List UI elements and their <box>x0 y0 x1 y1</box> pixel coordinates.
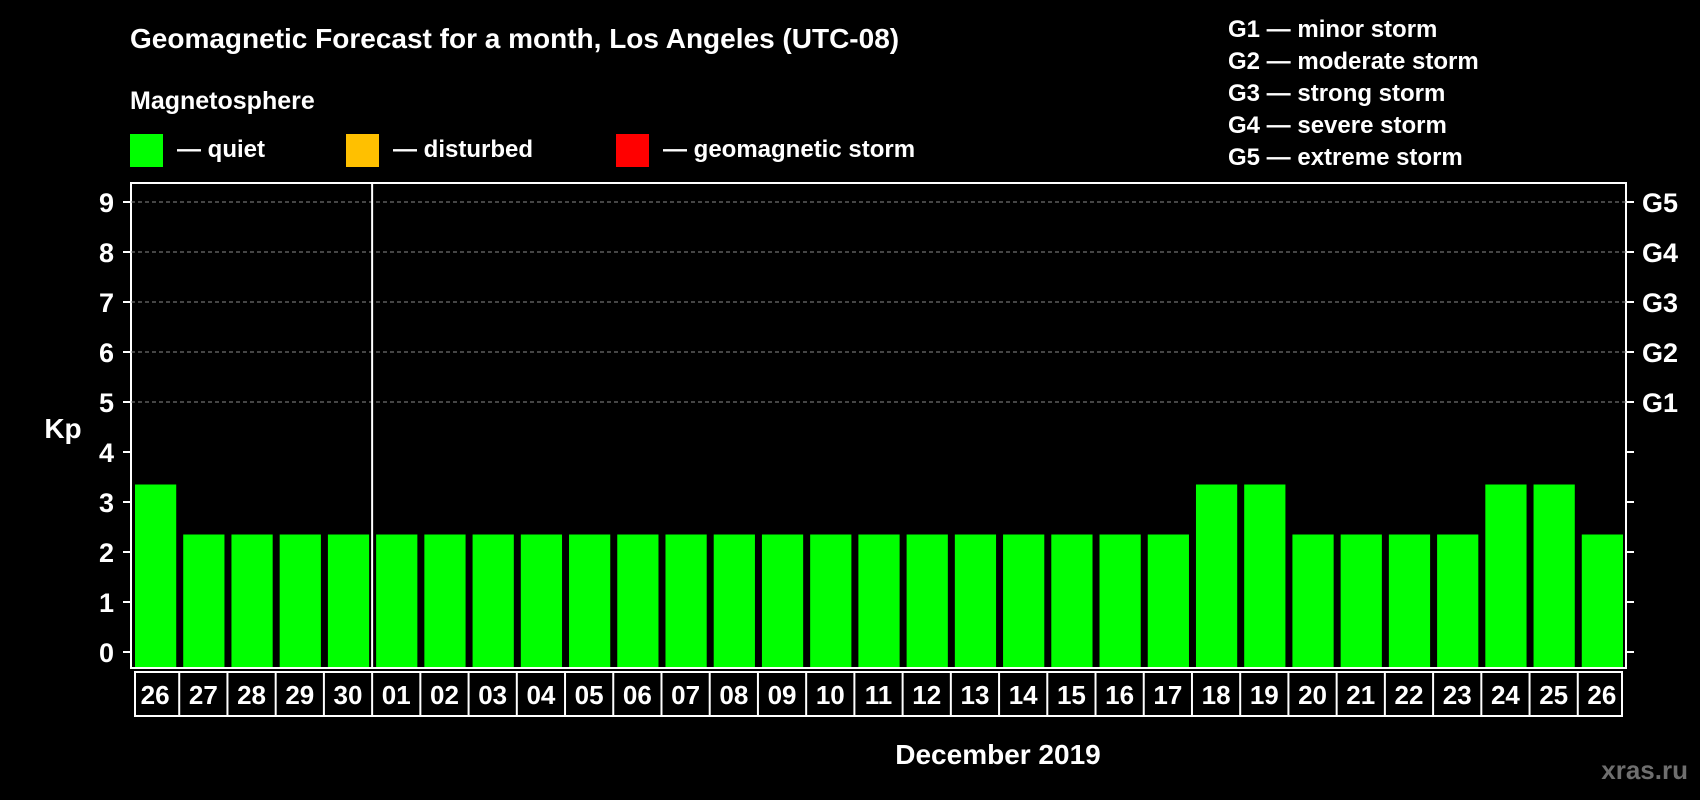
bar-0 <box>135 484 177 667</box>
x-tick-label-24: 20 <box>1298 680 1327 710</box>
bar-19 <box>1051 534 1093 667</box>
legend-label-0: — quiet <box>177 136 265 163</box>
y-tick-label-5: 5 <box>99 388 114 418</box>
legend-title: Magnetosphere <box>130 87 315 115</box>
x-tick-label-10: 06 <box>623 680 652 710</box>
bar-21 <box>1147 534 1189 667</box>
right-axis-label-g1: G1 <box>1642 388 1678 418</box>
storm-scale-item-3: G4 — severe storm <box>1228 112 1447 139</box>
x-tick-label-9: 05 <box>575 680 604 710</box>
legend: — quiet — disturbed — geomagnetic storm <box>130 134 915 167</box>
bar-1 <box>183 534 225 667</box>
legend-label-1: — disturbed <box>393 136 533 163</box>
x-tick-label-27: 23 <box>1443 680 1472 710</box>
x-tick-label-12: 08 <box>719 680 748 710</box>
date-box-frame <box>134 671 1623 717</box>
bar-20 <box>1099 534 1141 667</box>
x-tick-label-6: 02 <box>430 680 459 710</box>
bar-4 <box>327 534 370 667</box>
y-tick-label-7: 7 <box>99 288 114 318</box>
x-tick-label-29: 25 <box>1539 680 1568 710</box>
x-tick-label-18: 14 <box>1009 680 1038 710</box>
bar-6 <box>424 534 466 667</box>
legend-label-2: — geomagnetic storm <box>663 136 915 163</box>
legend-swatch-2 <box>616 134 649 167</box>
x-tick-label-23: 19 <box>1250 680 1279 710</box>
bar-16 <box>906 534 948 667</box>
y-tick-label-0: 0 <box>99 638 114 668</box>
x-tick-label-17: 13 <box>960 680 989 710</box>
bar-15 <box>858 534 900 667</box>
x-tick-label-15: 11 <box>865 680 893 710</box>
x-tick-label-3: 29 <box>285 680 314 710</box>
storm-scale-legend: G1 — minor storm G2 — moderate storm G3 — … <box>1228 16 1479 171</box>
storm-scale-item-1: G2 — moderate storm <box>1228 48 1479 75</box>
x-tick-label-16: 12 <box>912 680 941 710</box>
right-axis-label-g4: G4 <box>1642 238 1678 268</box>
bar-30 <box>1581 534 1623 667</box>
bar-11 <box>665 534 707 667</box>
bar-10 <box>617 534 659 667</box>
plot-frame <box>130 182 1627 669</box>
x-tick-label-25: 21 <box>1346 680 1375 710</box>
x-tick-label-28: 24 <box>1491 680 1520 710</box>
x-axis-label: December 2019 <box>895 739 1100 770</box>
bar-7 <box>472 534 514 667</box>
bar-12 <box>713 534 755 667</box>
x-tick-label-22: 18 <box>1202 680 1231 710</box>
y-tick-label-1: 1 <box>99 588 114 618</box>
x-tick-label-0: 26 <box>141 680 170 710</box>
bar-18 <box>1003 534 1045 667</box>
watermark: xras.ru <box>1601 755 1688 785</box>
bar-13 <box>761 534 804 667</box>
right-axis-label-g5: G5 <box>1642 188 1678 218</box>
x-tick-label-8: 04 <box>526 680 555 710</box>
storm-scale-item-2: G3 — strong storm <box>1228 80 1445 107</box>
x-tick-label-13: 09 <box>768 680 797 710</box>
y-tick-label-3: 3 <box>99 488 114 518</box>
right-axis-label-g3: G3 <box>1642 288 1678 318</box>
x-tick-label-7: 03 <box>478 680 507 710</box>
y-tick-label-9: 9 <box>99 188 114 218</box>
bar-26 <box>1388 534 1431 667</box>
x-tick-label-20: 16 <box>1105 680 1134 710</box>
y-tick-label-2: 2 <box>99 538 114 568</box>
bar-29 <box>1533 484 1575 667</box>
storm-scale-item-0: G1 — minor storm <box>1228 16 1437 43</box>
bar-28 <box>1485 484 1527 667</box>
x-tick-label-14: 10 <box>816 680 845 710</box>
storm-scale-item-4: G5 — extreme storm <box>1228 144 1463 171</box>
x-tick-label-11: 07 <box>671 680 700 710</box>
bar-2 <box>231 534 273 667</box>
legend-swatch-0 <box>130 134 163 167</box>
legend-swatch-1 <box>346 134 379 167</box>
x-tick-label-4: 30 <box>334 680 363 710</box>
bar-22 <box>1195 484 1238 667</box>
y-tick-label-8: 8 <box>99 238 114 268</box>
y-tick-label-6: 6 <box>99 338 114 368</box>
x-tick-label-2: 28 <box>237 680 266 710</box>
bar-9 <box>569 534 611 667</box>
bar-5 <box>376 534 418 667</box>
bar-14 <box>810 534 852 667</box>
bar-24 <box>1292 534 1334 667</box>
x-tick-label-5: 01 <box>382 680 411 710</box>
x-tick-label-19: 15 <box>1057 680 1086 710</box>
bar-27 <box>1437 534 1479 667</box>
x-tick-label-30: 26 <box>1587 680 1616 710</box>
x-tick-label-21: 17 <box>1153 680 1182 710</box>
chart-title: Geomagnetic Forecast for a month, Los An… <box>130 23 899 54</box>
right-axis-label-g2: G2 <box>1642 338 1678 368</box>
y-axis-label: Kp <box>44 413 81 444</box>
bar-17 <box>954 534 997 667</box>
y-tick-label-4: 4 <box>99 438 114 468</box>
bar-23 <box>1244 484 1286 667</box>
bar-25 <box>1340 534 1382 667</box>
bar-8 <box>520 534 563 667</box>
bar-3 <box>279 534 321 667</box>
x-tick-label-1: 27 <box>189 680 218 710</box>
x-tick-label-26: 22 <box>1395 680 1424 710</box>
